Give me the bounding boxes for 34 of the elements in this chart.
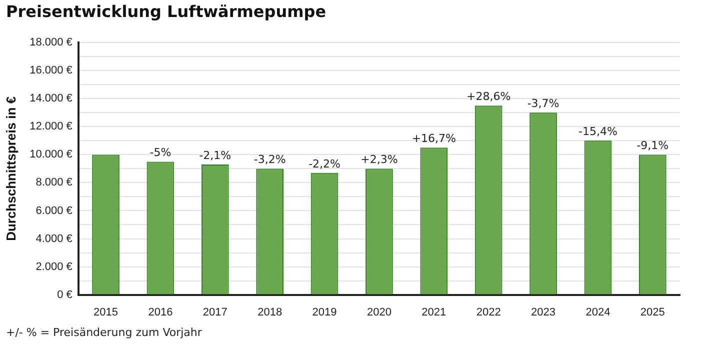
annotation: -15,4% bbox=[578, 125, 618, 138]
x-tick-label: 2019 bbox=[312, 306, 337, 318]
x-tick-label: 2023 bbox=[531, 306, 556, 318]
y-tick-label: 10.000 € bbox=[30, 148, 72, 161]
y-tick-label: 6.000 € bbox=[36, 204, 72, 217]
y-axis-title: Durchschnittspreis in € bbox=[3, 96, 18, 241]
x-tick-label: 2021 bbox=[422, 306, 446, 318]
annotation: -5% bbox=[150, 146, 172, 160]
x-tick-label: 2022 bbox=[476, 306, 501, 318]
chart-title: Preisentwicklung Luftwärmepumpe bbox=[6, 2, 326, 21]
y-tick-label: 16.000 € bbox=[30, 64, 72, 77]
annotation: -9,1% bbox=[636, 139, 669, 152]
x-tick-label: 2024 bbox=[586, 306, 610, 318]
x-tick-label: 2015 bbox=[94, 306, 118, 318]
x-tick-label: 2025 bbox=[640, 306, 665, 318]
annotation: -2,2% bbox=[308, 157, 340, 170]
annotation: -2,1% bbox=[199, 148, 232, 162]
x-tick-label: 2018 bbox=[258, 306, 282, 318]
y-tick-label: 4.000 € bbox=[36, 232, 72, 245]
y-tick-label: 14.000 € bbox=[30, 92, 72, 105]
annotation: -3,7% bbox=[527, 97, 560, 110]
y-tick-label: 18.000 € bbox=[30, 36, 72, 49]
annotation: +2,3% bbox=[360, 153, 398, 166]
y-tick-label: 2.000 € bbox=[36, 260, 72, 273]
annotation: +28,6% bbox=[466, 90, 511, 104]
annotation: -3,2% bbox=[254, 153, 286, 166]
x-tick-label: 2017 bbox=[202, 306, 228, 318]
y-tick-label: 8.000 € bbox=[36, 176, 72, 189]
x-tick-label: 2016 bbox=[148, 306, 173, 318]
text: +/- % = Preisänderung zum Vorjahr bbox=[6, 326, 202, 339]
y-tick-label: 12.000 € bbox=[30, 120, 72, 133]
y-tick-label: 0 € bbox=[57, 288, 72, 301]
annotation: +16,7% bbox=[412, 132, 456, 146]
x-tick-label: 2020 bbox=[366, 306, 392, 318]
